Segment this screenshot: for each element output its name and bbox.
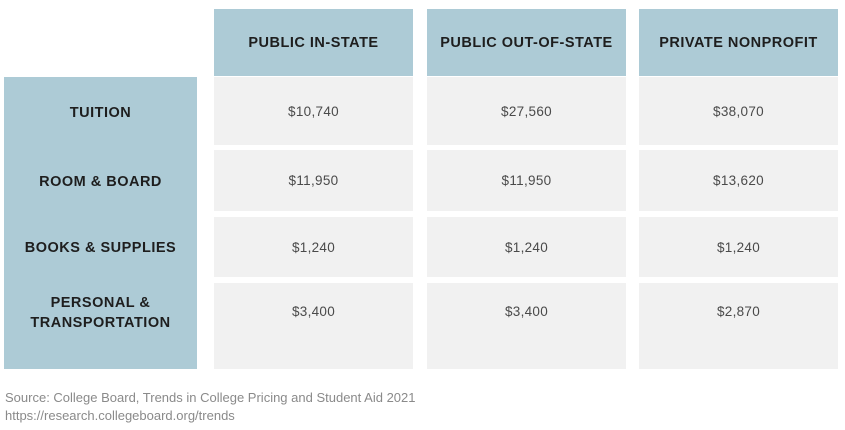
cell-books-supplies-private-nonprofit: $1,240: [639, 217, 838, 277]
cell-tuition-public-out-of-state: $27,560: [427, 77, 626, 145]
source-url: https://research.collegeboard.org/trends: [5, 408, 235, 423]
row-label-line: PERSONAL &: [50, 295, 151, 311]
row-label-room-board: ROOM & BOARD: [39, 174, 162, 190]
cell-personal-transportation-private-nonprofit: $2,870: [639, 283, 838, 369]
cell-books-supplies-public-in-state: $1,240: [214, 217, 413, 277]
row-label-line: TRANSPORTATION: [30, 315, 171, 331]
cell-room-board-public-in-state: $11,950: [214, 150, 413, 211]
row-header-panel: [4, 77, 197, 369]
cell-books-supplies-public-out-of-state: $1,240: [427, 217, 626, 277]
row-label-tuition: TUITION: [69, 105, 132, 121]
column-header-public-in-state: PUBLIC IN-STATE: [214, 9, 413, 76]
cell-room-board-private-nonprofit: $13,620: [639, 150, 838, 211]
cell-personal-transportation-public-in-state: $3,400: [214, 283, 413, 369]
cell-personal-transportation-public-out-of-state: $3,400: [427, 283, 626, 369]
column-header-public-out-of-state: PUBLIC OUT-OF-STATE: [427, 9, 626, 76]
column-header-private-nonprofit: PRIVATE NONPROFIT: [639, 9, 838, 76]
cell-tuition-private-nonprofit: $38,070: [639, 77, 838, 145]
cell-room-board-public-out-of-state: $11,950: [427, 150, 626, 211]
cell-tuition-public-in-state: $10,740: [214, 77, 413, 145]
source-citation: Source: College Board, Trends in College…: [5, 390, 416, 405]
row-label-personal-transportation: PERSONAL & TRANSPORTATION: [4, 285, 197, 341]
row-label-books-supplies: BOOKS & SUPPLIES: [24, 240, 177, 256]
